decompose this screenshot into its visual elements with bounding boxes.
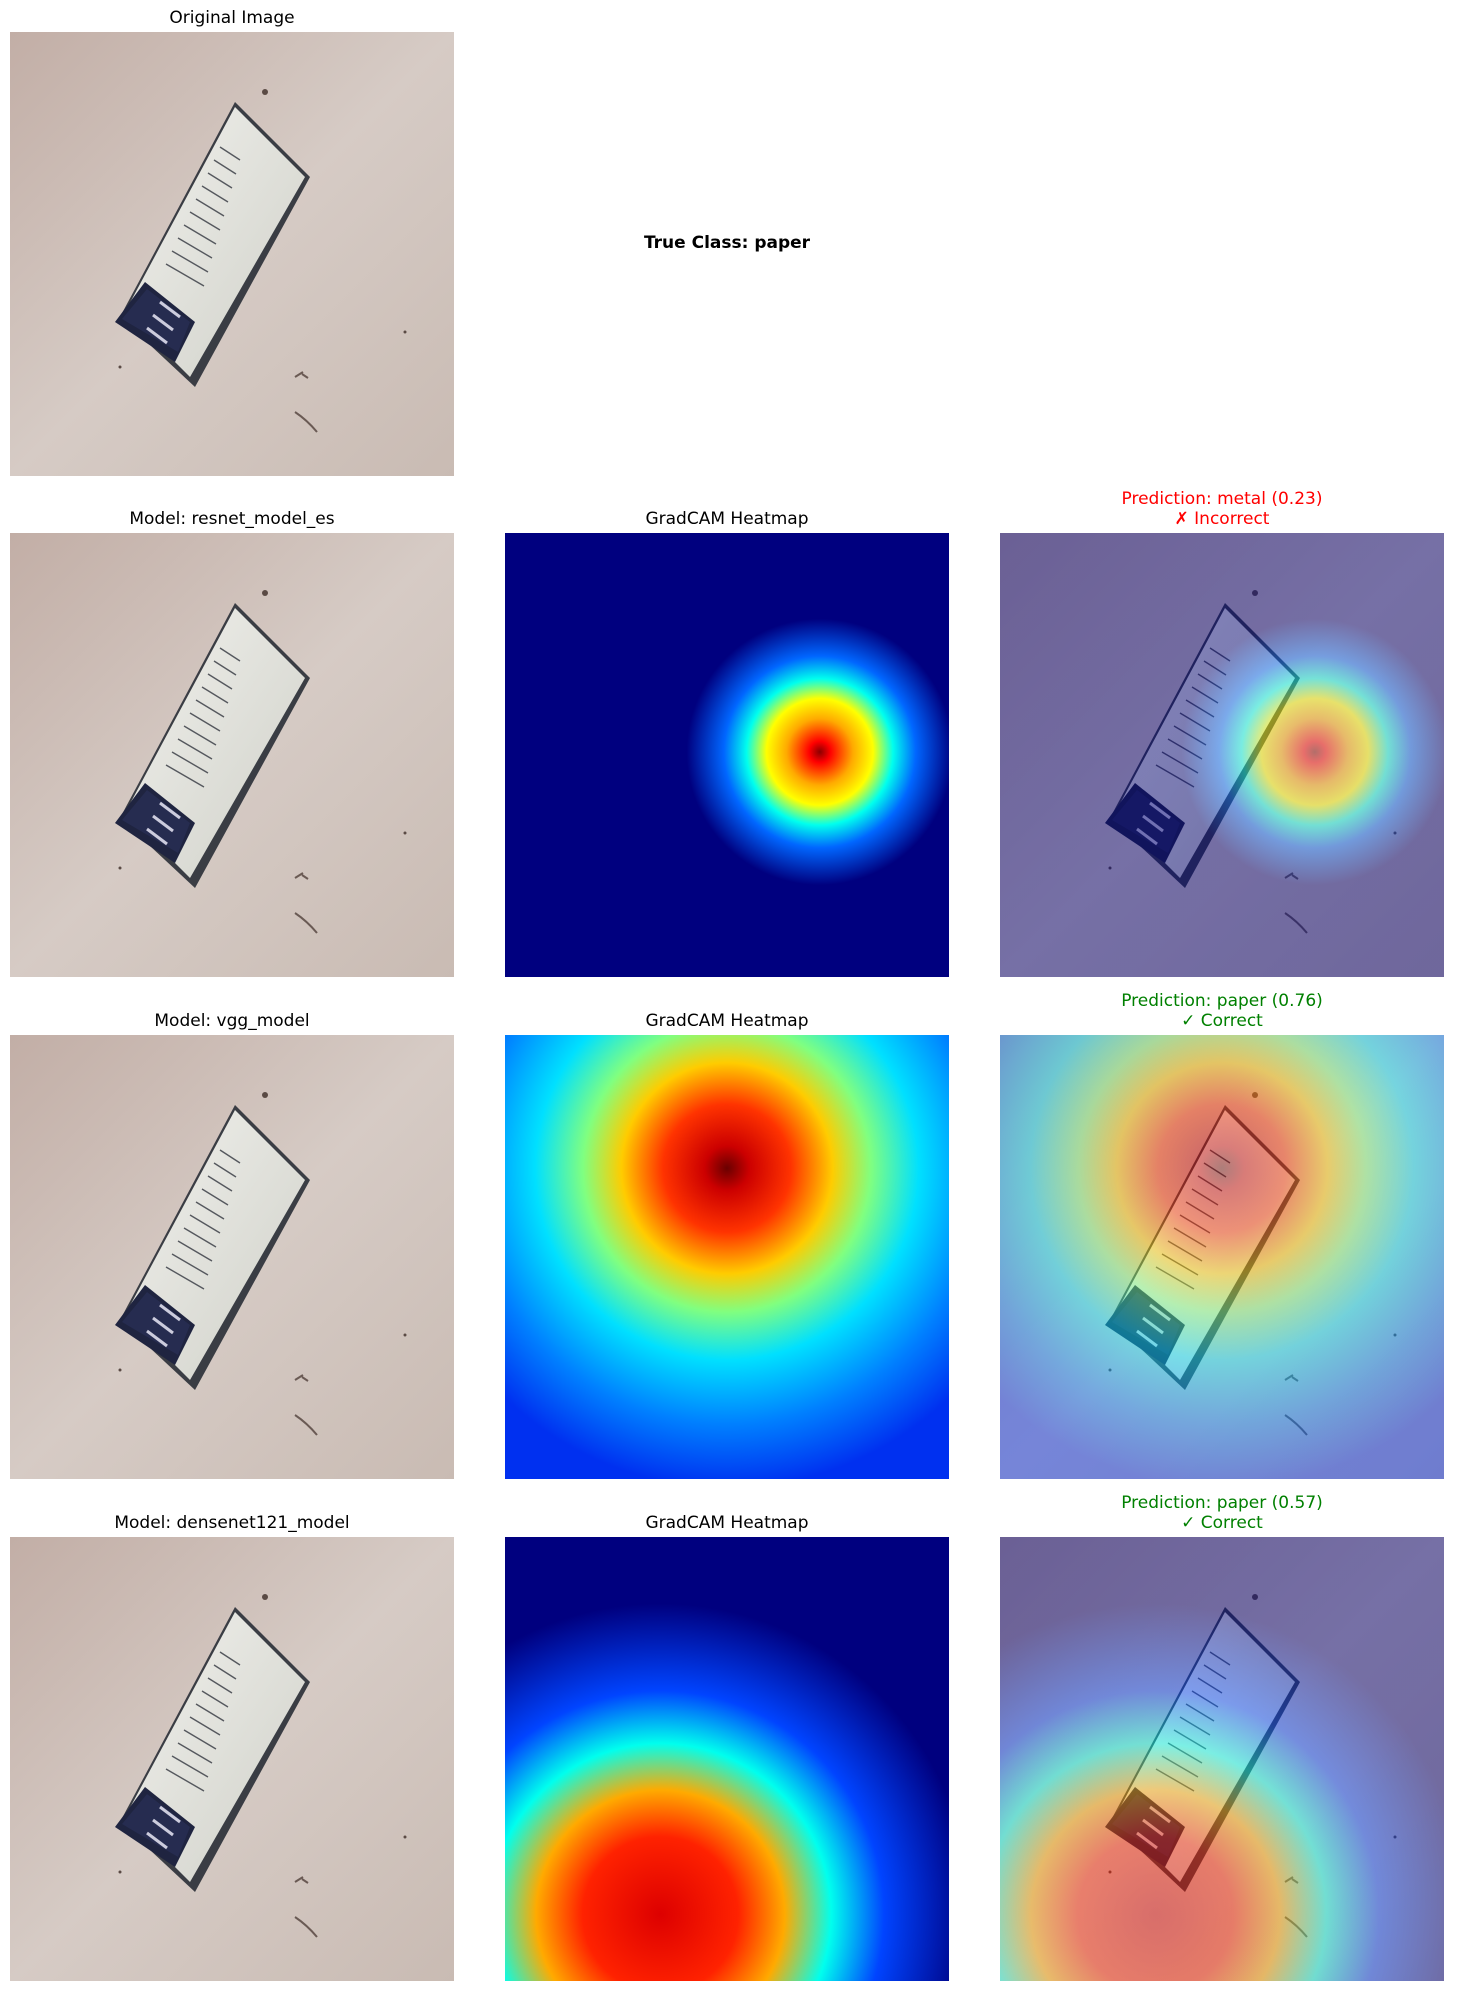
gradcam-overlay-vgg — [1000, 1035, 1444, 1479]
verdict-text-densenet: ✓ Correct — [1181, 1513, 1263, 1533]
prediction-label-vgg: Prediction: paper (0.76) ✓ Correct — [1000, 991, 1444, 1031]
heatmap-title-vgg: GradCAM Heatmap — [645, 1011, 809, 1031]
model-title-vgg: Model: vgg_model — [154, 1011, 310, 1031]
verdict-text-vgg: ✓ Correct — [1181, 1011, 1263, 1031]
input-image-resnet — [10, 533, 454, 977]
model-title-resnet: Model: resnet_model_es — [129, 509, 335, 529]
prediction-text-resnet: Prediction: metal (0.23) — [1121, 489, 1323, 509]
prediction-label-resnet: Prediction: metal (0.23) ✗ Incorrect — [1000, 489, 1444, 529]
verdict-text-resnet: ✗ Incorrect — [1174, 509, 1270, 529]
gradcam-heatmap-resnet — [505, 533, 949, 977]
model-title-densenet: Model: densenet121_model — [114, 1513, 350, 1533]
prediction-text-densenet: Prediction: paper (0.57) — [1121, 1493, 1323, 1513]
heatmap-title-resnet: GradCAM Heatmap — [645, 509, 809, 529]
gradcam-heatmap-vgg — [505, 1035, 949, 1479]
gradcam-overlay-resnet — [1000, 533, 1444, 977]
input-image-densenet — [10, 1537, 454, 1981]
prediction-label-densenet: Prediction: paper (0.57) ✓ Correct — [1000, 1493, 1444, 1533]
heatmap-title-densenet: GradCAM Heatmap — [645, 1513, 809, 1533]
input-image-vgg — [10, 1035, 454, 1479]
original-image-title: Original Image — [169, 8, 295, 28]
prediction-text-vgg: Prediction: paper (0.76) — [1121, 991, 1323, 1011]
gradcam-overlay-densenet — [1000, 1537, 1444, 1981]
true-class-label: True Class: paper — [643, 233, 811, 253]
original-image — [10, 32, 454, 476]
gradcam-heatmap-densenet — [505, 1537, 949, 1981]
